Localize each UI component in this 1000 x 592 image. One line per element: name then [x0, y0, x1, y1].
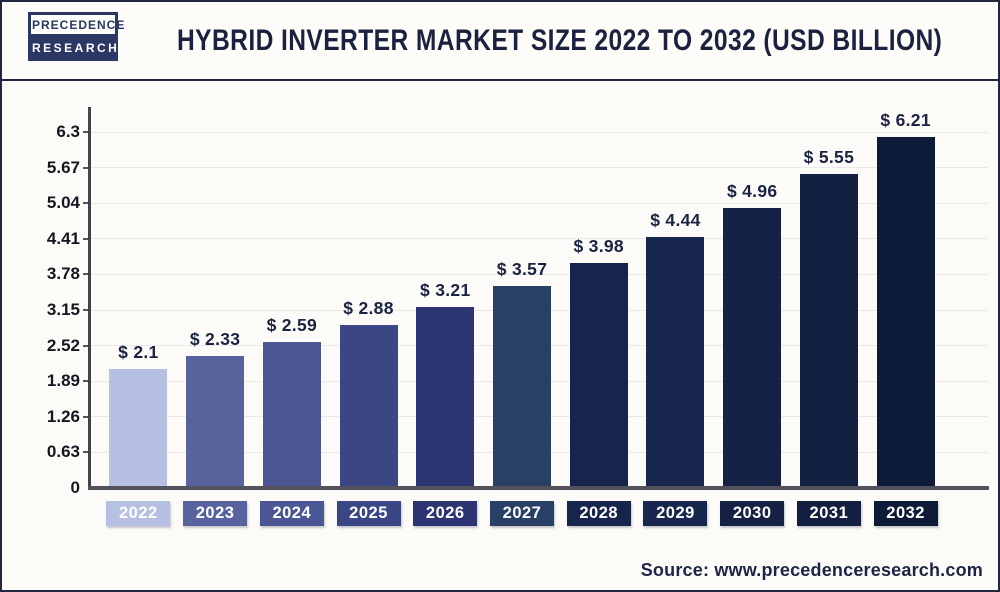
gridline — [89, 273, 988, 275]
bar-value-label-2029: $ 4.44 — [650, 210, 701, 231]
y-axis-tick-label: 3.15 — [46, 300, 80, 319]
bar-value-label-2022: $ 2.1 — [118, 342, 159, 363]
y-axis-tick-label: 1.26 — [46, 406, 80, 426]
header: PRECEDENCE RESEARCH HYBRID INVERTER MARK… — [2, 2, 998, 81]
y-axis-tick-mark — [83, 202, 89, 205]
x-axis-category-2029: 2029 — [643, 501, 708, 526]
x-axis-category-2027: 2027 — [490, 501, 554, 526]
y-axis-tick-label: 6.3 — [56, 122, 80, 141]
y-axis-tick-mark — [83, 380, 89, 383]
bar-value-label-2027: $ 3.57 — [496, 259, 548, 280]
y-axis-tick-mark — [83, 309, 89, 311]
x-axis-category-2030: 2030 — [720, 501, 785, 526]
logo-line-precedence: PRECEDENCE — [28, 12, 124, 37]
y-axis-tick-mark — [83, 237, 89, 240]
y-axis-tick-label: 4.41 — [46, 228, 80, 248]
y-axis-tick-mark — [83, 451, 89, 454]
bar-value-label-2025: $ 2.88 — [343, 298, 394, 319]
y-axis-tick-label: 1.89 — [46, 371, 80, 391]
x-axis-category-2022: 2022 — [106, 501, 171, 526]
y-axis-tick-mark — [83, 166, 89, 169]
gridline — [89, 238, 988, 240]
x-axis-category-2024: 2024 — [259, 501, 324, 526]
x-axis-category-2023: 2023 — [183, 501, 248, 526]
bar-2031 — [799, 174, 858, 488]
logo-line-research: RESEARCH — [28, 37, 118, 61]
bar-2022 — [109, 369, 168, 488]
bar-value-label-2028: $ 3.98 — [573, 236, 624, 257]
y-axis-tick-label: 0 — [70, 478, 80, 497]
bar-2028 — [569, 263, 628, 488]
bar-value-label-2030: $ 4.96 — [726, 180, 778, 201]
y-axis-tick-mark — [83, 415, 89, 418]
x-axis-category-2025: 2025 — [336, 501, 401, 526]
gridline — [89, 202, 988, 204]
y-axis-tick-mark — [83, 273, 89, 276]
y-axis-tick-mark — [83, 344, 89, 347]
precedence-research-logo: PRECEDENCE RESEARCH — [28, 12, 124, 61]
bar-value-label-2031: $ 5.55 — [803, 147, 855, 168]
bar-value-label-2026: $ 3.21 — [420, 279, 471, 300]
bar-2027 — [493, 286, 551, 488]
bar-value-label-2032: $ 6.21 — [880, 110, 931, 131]
bar-2025 — [339, 325, 398, 488]
y-axis-line — [88, 107, 91, 490]
bar-2029 — [646, 237, 705, 488]
chart-title: HYBRID INVERTER MARKET SIZE 2022 TO 2032… — [177, 23, 943, 57]
y-axis-tick-mark — [83, 131, 89, 133]
y-axis-tick-label: 2.52 — [46, 335, 80, 355]
y-axis-tick-label: 3.78 — [46, 264, 80, 284]
title-container: HYBRID INVERTER MARKET SIZE 2022 TO 2032… — [130, 2, 990, 79]
bar-2023 — [186, 356, 245, 488]
bar-2024 — [262, 341, 321, 488]
gridline — [89, 131, 988, 133]
x-axis-category-2028: 2028 — [566, 501, 631, 526]
y-axis-tick-label: 5.67 — [46, 157, 80, 177]
gridline — [89, 167, 988, 169]
x-axis-category-2031: 2031 — [796, 501, 861, 526]
bar-2026 — [416, 306, 475, 488]
bar-2030 — [723, 207, 782, 488]
bar-value-label-2024: $ 2.59 — [266, 314, 318, 335]
x-axis-category-2032: 2032 — [873, 501, 938, 526]
bars-container: $ 2.1 2022 $ 2.33 2023 $ 2.59 2024 $ 2.88 2025 $… — [100, 81, 944, 590]
source-attribution: Source: www.precedenceresearch.com — [640, 560, 983, 580]
y-axis-tick-label: 0.63 — [46, 442, 80, 462]
bar-value-label-2023: $ 2.33 — [189, 329, 241, 350]
x-axis-line — [88, 486, 989, 490]
y-axis-tick-label: 5.04 — [46, 193, 80, 213]
x-axis-category-2026: 2026 — [413, 501, 478, 526]
bar-2032 — [876, 137, 935, 488]
chart-area: 0 0.63 1.26 1.89 2.52 3.15 3.78 4.41 5.04 5.67 6.3… — [2, 81, 998, 590]
